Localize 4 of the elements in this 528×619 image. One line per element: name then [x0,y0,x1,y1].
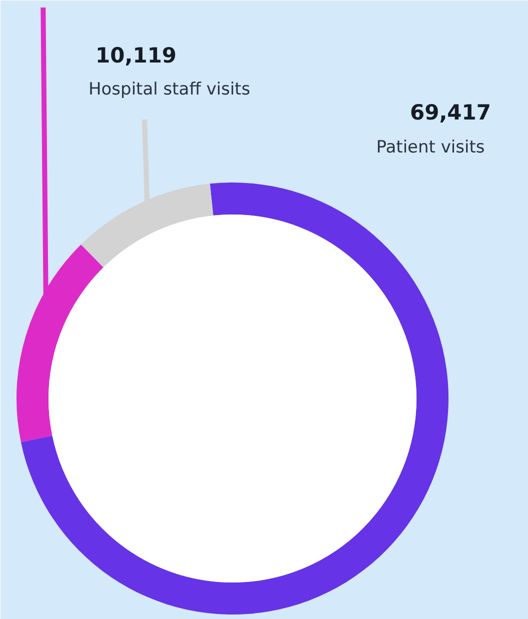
data-label: 10,119 [96,44,177,68]
data-label: 69,417 [410,100,492,124]
slice-label: Hospital staff visits [88,80,250,100]
slice-label: Patient visits [376,138,485,158]
